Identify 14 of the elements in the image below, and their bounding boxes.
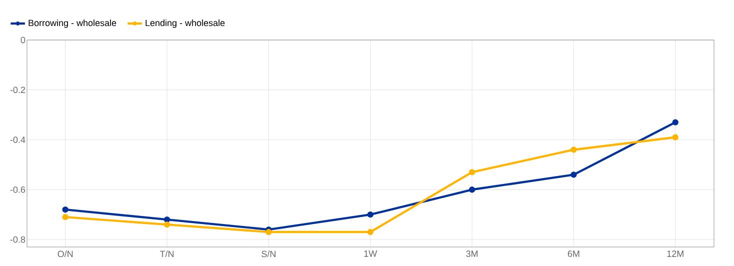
legend-label: Borrowing - wholesale xyxy=(28,20,116,28)
x-tick-label: T/N xyxy=(160,250,174,258)
y-tick-label: -0.6 xyxy=(10,186,26,193)
y-tick-label: -0.4 xyxy=(10,136,26,143)
x-tick-label: 12M xyxy=(667,250,684,257)
y-tick-label: 0 xyxy=(20,36,26,44)
x-tick-label: 1W xyxy=(364,250,378,257)
x-tick-label: 6M xyxy=(568,250,580,257)
y-tick-label: -0.8 xyxy=(10,236,26,243)
y-tick-label: -0.2 xyxy=(10,86,26,94)
legend-label: Lending - wholesale xyxy=(146,20,225,28)
x-tick-label: O/N xyxy=(58,250,73,258)
x-tick-label: 3M xyxy=(466,250,478,257)
x-tick-label: S/N xyxy=(262,250,276,258)
